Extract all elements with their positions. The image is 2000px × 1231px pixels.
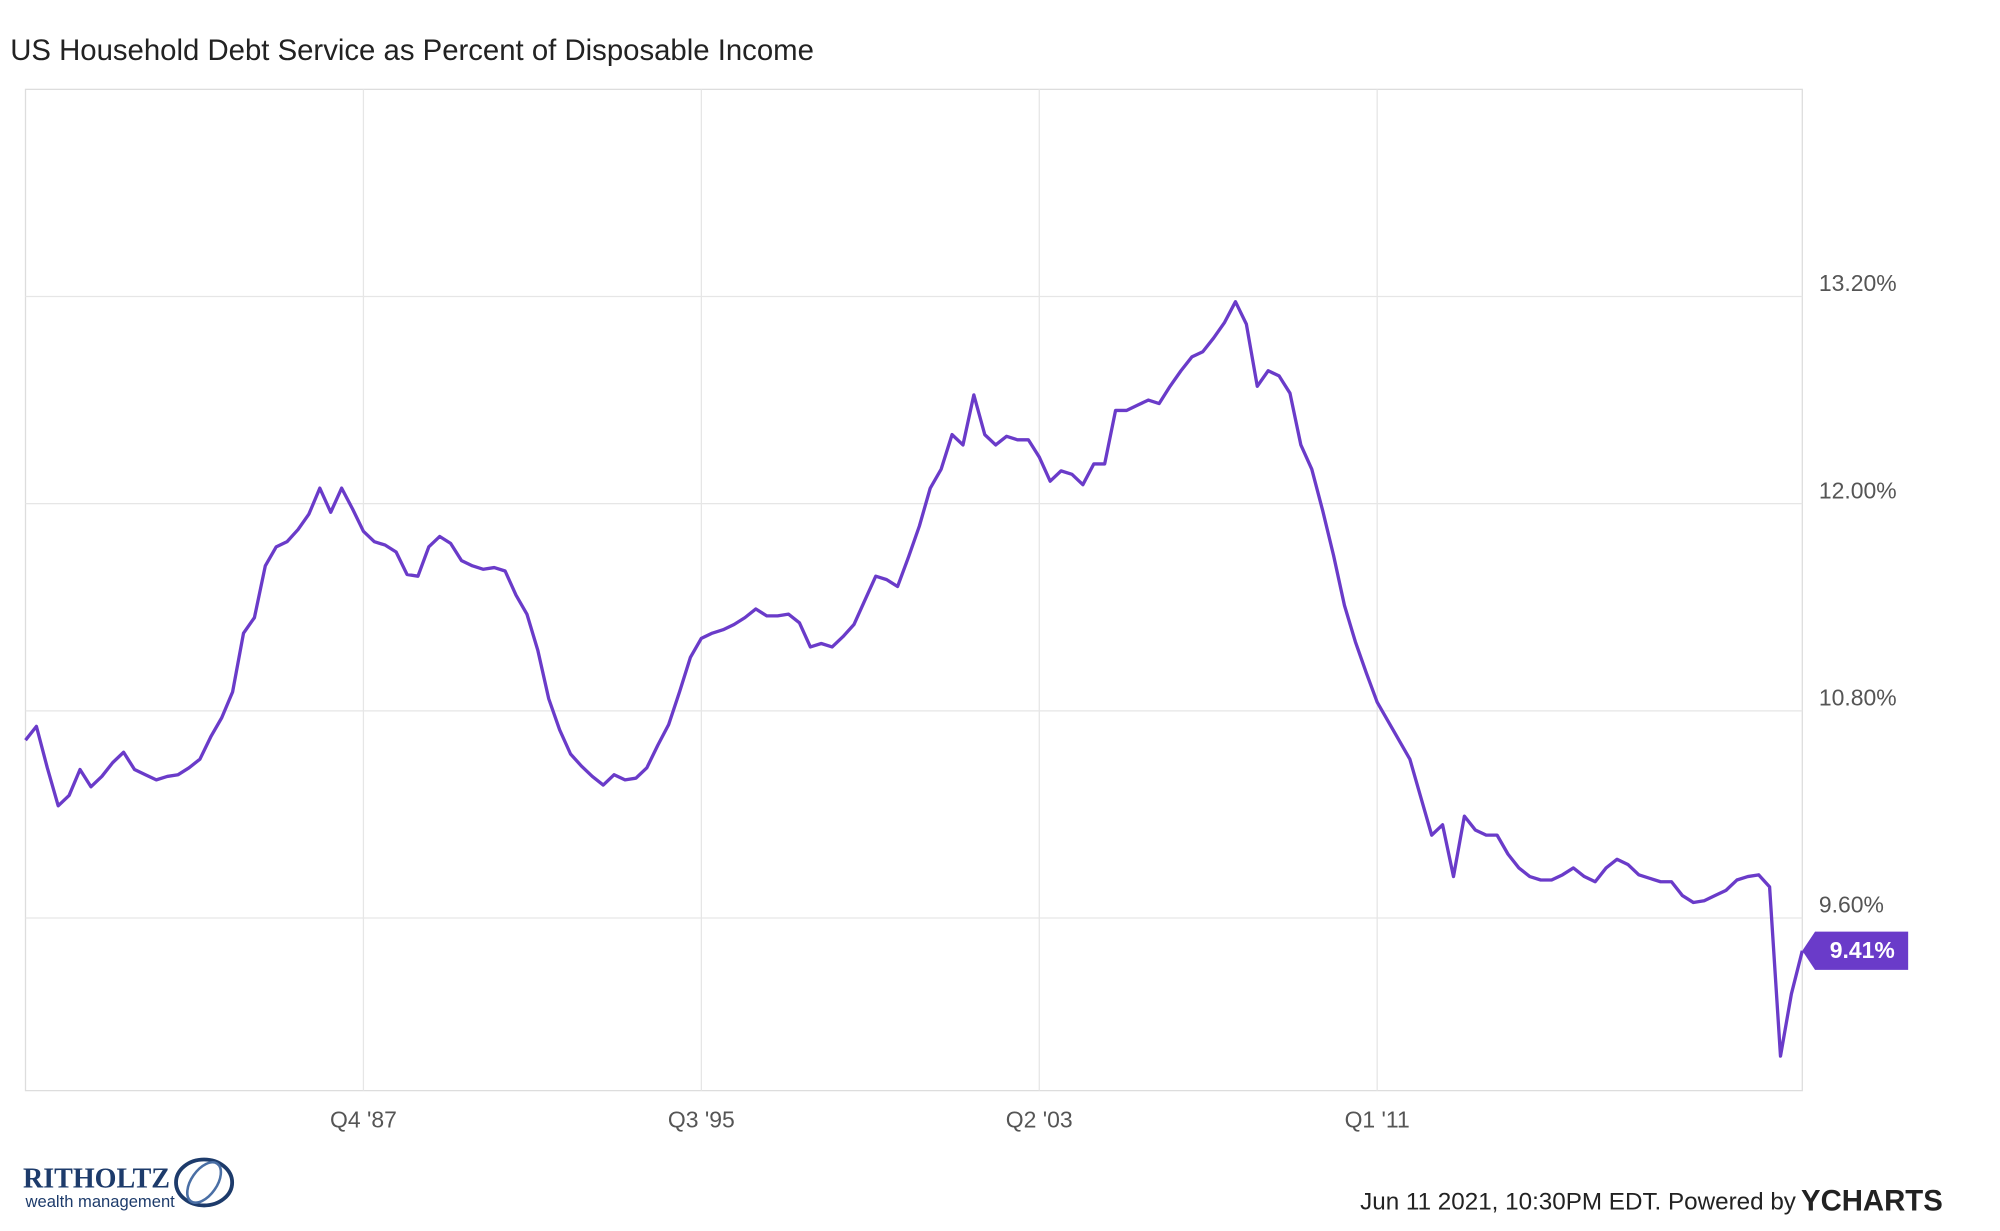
logo-emblem bbox=[174, 1157, 235, 1208]
y-tick-label: 12.00% bbox=[1819, 477, 1897, 503]
logo-name: RITHOLTZ bbox=[23, 1164, 170, 1195]
x-tick-label: Q3 '95 bbox=[668, 1106, 735, 1132]
y-tick-label: 10.80% bbox=[1819, 684, 1897, 710]
line bbox=[24, 300, 1804, 1058]
y-tick-label: 13.20% bbox=[1819, 270, 1897, 296]
x-tick-label: Q4 '87 bbox=[330, 1106, 397, 1132]
chart-title: US Household Debt Service as Percent of … bbox=[10, 34, 814, 67]
value-label: 9.41% bbox=[1830, 937, 1895, 963]
logo-emblem bbox=[185, 1161, 223, 1204]
plot-frame bbox=[24, 88, 1803, 1092]
x-tick-label: Q2 '03 bbox=[1006, 1106, 1073, 1132]
ritholtz-logo: RITHOLTZ wealth management bbox=[23, 1157, 235, 1211]
y-tick-label: 9.60% bbox=[1819, 892, 1884, 918]
grid: 9.60% 10.80% 12.00% 13.20% Q4 '87 Q3 '95 Q2 '0… bbox=[25, 89, 1897, 1132]
marks: 9.41% bbox=[24, 300, 1909, 1058]
value-badge bbox=[1802, 931, 1909, 970]
brand: YCHARTS bbox=[1801, 1185, 1943, 1218]
timestamp: Jun 11 2021, 10:30PM EDT. Powered by bbox=[1360, 1188, 1797, 1215]
logo-sub: wealth management bbox=[25, 1192, 176, 1211]
x-tick-label: Q1 '11 bbox=[1345, 1106, 1410, 1132]
